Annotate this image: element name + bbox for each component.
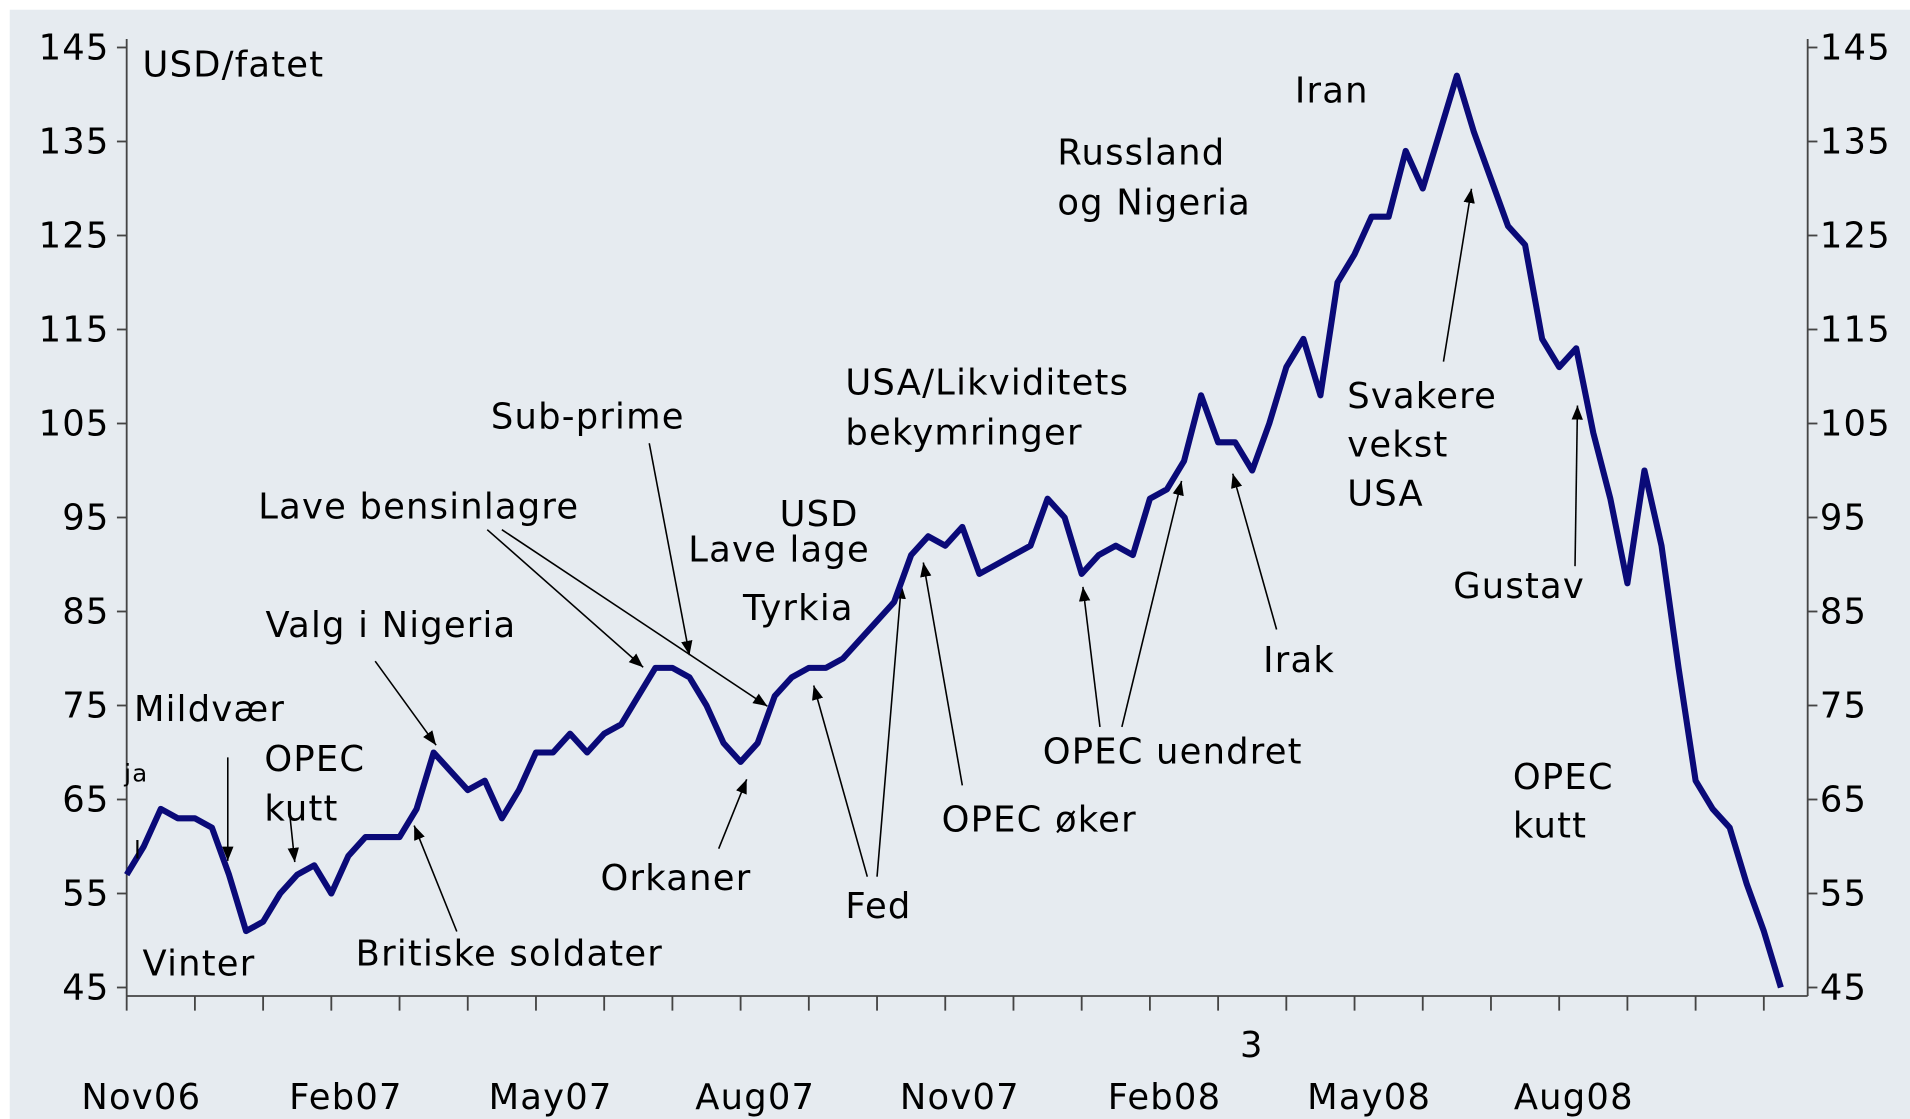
annotation: Fed [845,886,911,927]
annotation: OPEC uendret [1043,731,1303,772]
y-tick-label: 95 [62,498,109,539]
y2-tick-label: 45 [1820,968,1867,1009]
annotation: Lave bensinlagre [258,487,579,528]
annotation: OPEC [264,739,365,780]
x-tick-label: Aug07 [695,1077,815,1118]
annotation: OPEC [1513,757,1614,798]
x-tick-label: May07 [489,1077,613,1118]
y-tick-label: 45 [62,968,109,1009]
y-tick-label: 135 [39,122,110,163]
background [9,9,1910,1119]
y-tick-label: 115 [39,310,110,351]
annotation-arrows [222,188,1583,932]
y2-tick-label: 85 [1820,592,1867,633]
annotation: Vinter [143,943,256,984]
y2-tick-label: 105 [1820,404,1891,445]
annotation: Sub-prime [491,397,685,438]
annotation: Irak [1263,640,1335,681]
annotation: bekymringer [845,412,1082,453]
annotation: og Nigeria [1057,182,1251,223]
annotation: USD [780,494,859,535]
annotation: ja [123,759,148,788]
y2-tick-label: 95 [1820,498,1867,539]
annotation: 3 [1240,1025,1264,1066]
y-tick-label: 55 [62,874,109,915]
y2-tick-label: 65 [1820,780,1867,821]
y2-tick-label: 145 [1820,28,1891,69]
x-tick-label: Feb07 [289,1077,403,1118]
annotation: Iran [1295,70,1369,111]
y2-tick-label: 115 [1820,310,1891,351]
annotation: USA [1347,473,1424,514]
annotation: vekst [1347,425,1448,466]
y-tick-label: 85 [62,592,109,633]
x-tick-label: Nov06 [81,1077,201,1118]
y-tick-label: 125 [39,216,110,257]
price-line [124,72,1784,989]
annotation: Lave lage [688,529,870,570]
y2-tick-label: 75 [1820,686,1867,727]
annotation: kutt [1513,806,1587,847]
annotation: Russland [1057,132,1225,173]
y-axis-label: USD/fatet [143,45,325,86]
annotation: USA/Likviditets [845,363,1129,404]
annotation: Valg i Nigeria [266,605,517,646]
x-tick-label: Feb08 [1108,1077,1222,1118]
x-tick-label: Nov07 [900,1077,1020,1118]
annotation: l [134,835,142,864]
y-tick-label: 65 [62,780,109,821]
y2-tick-label: 55 [1820,874,1867,915]
annotation: Britiske soldater [356,934,663,975]
y-tick-label: 145 [39,28,110,69]
y2-tick-label: 125 [1820,216,1891,257]
annotation: Orkaner [601,858,752,899]
annotation: kutt [264,789,338,830]
x-tick-label: Aug08 [1514,1077,1634,1118]
x-tick-label: May08 [1307,1077,1431,1118]
annotation: Mildvær [134,689,285,730]
annotation: Svakere [1347,376,1497,417]
y-tick-label: 105 [39,404,110,445]
annotation: Gustav [1453,566,1585,607]
y2-tick-label: 135 [1820,122,1891,163]
annotation: OPEC øker [942,800,1137,841]
y-tick-label: 75 [62,686,109,727]
annotation: Tyrkia [742,588,854,629]
